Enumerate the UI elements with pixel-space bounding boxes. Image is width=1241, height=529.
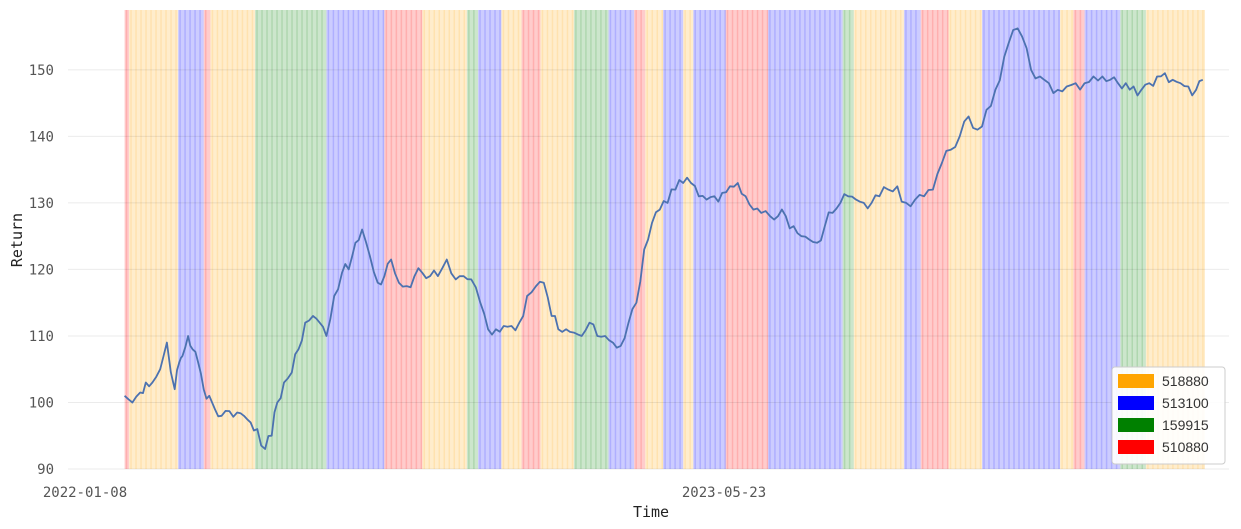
legend-label-510880: 510880 xyxy=(1162,439,1209,455)
y-tick-140: 140 xyxy=(29,129,54,145)
regime-band-510880 xyxy=(725,10,768,469)
regime-band-518880 xyxy=(540,10,574,469)
regime-band-159915 xyxy=(842,10,854,469)
regime-band-513100 xyxy=(767,10,843,469)
regime-band-510880 xyxy=(124,10,130,469)
regime-band-518880 xyxy=(501,10,522,469)
regime-band-518880 xyxy=(853,10,904,469)
y-tick-100: 100 xyxy=(29,395,54,411)
regime-band-518880 xyxy=(1060,10,1074,469)
gridlines xyxy=(68,69,1229,470)
x-axis-title: Time xyxy=(633,503,669,521)
regime-band-510880 xyxy=(203,10,211,469)
regime-band-513100 xyxy=(178,10,204,469)
legend-swatch-518880 xyxy=(1118,374,1154,388)
regime-band-518880 xyxy=(422,10,467,469)
tick-labels: 90 100 110 120 130 140 150 2022-01-08 2023-05-23 xyxy=(29,63,766,501)
regime-band-513100 xyxy=(478,10,502,469)
regime-band-513100 xyxy=(326,10,385,469)
legend-swatch-159915 xyxy=(1118,418,1154,432)
y-axis-title: Return xyxy=(8,213,26,267)
regime-band-518880 xyxy=(683,10,694,469)
y-tick-150: 150 xyxy=(29,63,54,79)
regime-band-510880 xyxy=(521,10,541,469)
regime-band-159915 xyxy=(466,10,479,469)
regime-band-513100 xyxy=(982,10,1061,469)
legend: 518880 513100 159915 510880 xyxy=(1111,366,1226,465)
y-tick-120: 120 xyxy=(29,262,54,278)
y-tick-130: 130 xyxy=(29,196,54,212)
regime-band-518880 xyxy=(645,10,664,469)
regime-band-510880 xyxy=(384,10,423,469)
x-tick-1: 2023-05-23 xyxy=(682,485,766,501)
regime-band-510880 xyxy=(1073,10,1085,469)
legend-swatch-510880 xyxy=(1118,440,1154,454)
legend-label-513100: 513100 xyxy=(1162,395,1209,411)
legend-box xyxy=(1111,366,1226,465)
regime-band-518880 xyxy=(129,10,179,469)
regime-band-513100 xyxy=(903,10,921,469)
x-tick-0: 2022-01-08 xyxy=(43,485,127,501)
regime-band-513100 xyxy=(663,10,684,469)
legend-label-518880: 518880 xyxy=(1162,373,1209,389)
regime-band-518880 xyxy=(948,10,982,469)
y-tick-90: 90 xyxy=(37,462,54,478)
legend-label-159915: 159915 xyxy=(1162,417,1209,433)
regime-band-159915 xyxy=(573,10,609,469)
regime-band-510880 xyxy=(634,10,646,469)
return-line-group xyxy=(123,27,1204,450)
regime-band-518880 xyxy=(210,10,256,469)
regime-band-510880 xyxy=(920,10,949,469)
regime-band-159915 xyxy=(255,10,327,469)
regime-band-513100 xyxy=(608,10,635,469)
legend-swatch-513100 xyxy=(1118,396,1154,410)
regime-band-513100 xyxy=(693,10,726,469)
return-line xyxy=(123,27,1204,450)
y-tick-110: 110 xyxy=(29,329,54,345)
